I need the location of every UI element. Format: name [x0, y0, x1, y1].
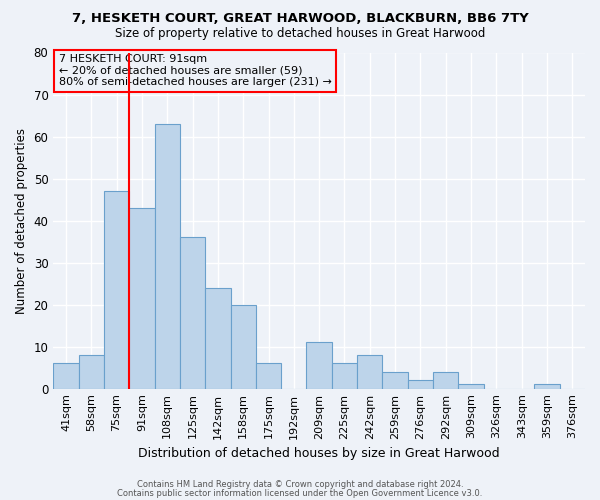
Bar: [357, 355, 382, 388]
Bar: [307, 342, 332, 388]
Text: Contains HM Land Registry data © Crown copyright and database right 2024.: Contains HM Land Registry data © Crown c…: [137, 480, 463, 489]
Bar: [129, 208, 155, 388]
Text: Size of property relative to detached houses in Great Harwood: Size of property relative to detached ho…: [115, 28, 485, 40]
Text: Contains public sector information licensed under the Open Government Licence v3: Contains public sector information licen…: [118, 488, 482, 498]
Bar: [104, 191, 129, 388]
Bar: [382, 372, 408, 388]
Bar: [408, 380, 433, 388]
X-axis label: Distribution of detached houses by size in Great Harwood: Distribution of detached houses by size …: [139, 447, 500, 460]
Bar: [458, 384, 484, 388]
Bar: [332, 364, 357, 388]
Bar: [155, 124, 180, 388]
Bar: [205, 288, 230, 388]
Y-axis label: Number of detached properties: Number of detached properties: [15, 128, 28, 314]
Text: 7, HESKETH COURT, GREAT HARWOOD, BLACKBURN, BB6 7TY: 7, HESKETH COURT, GREAT HARWOOD, BLACKBU…: [71, 12, 529, 26]
Bar: [79, 355, 104, 388]
Bar: [535, 384, 560, 388]
Text: 7 HESKETH COURT: 91sqm
← 20% of detached houses are smaller (59)
80% of semi-det: 7 HESKETH COURT: 91sqm ← 20% of detached…: [59, 54, 331, 88]
Bar: [53, 364, 79, 388]
Bar: [230, 304, 256, 388]
Bar: [180, 238, 205, 388]
Bar: [256, 364, 281, 388]
Bar: [433, 372, 458, 388]
